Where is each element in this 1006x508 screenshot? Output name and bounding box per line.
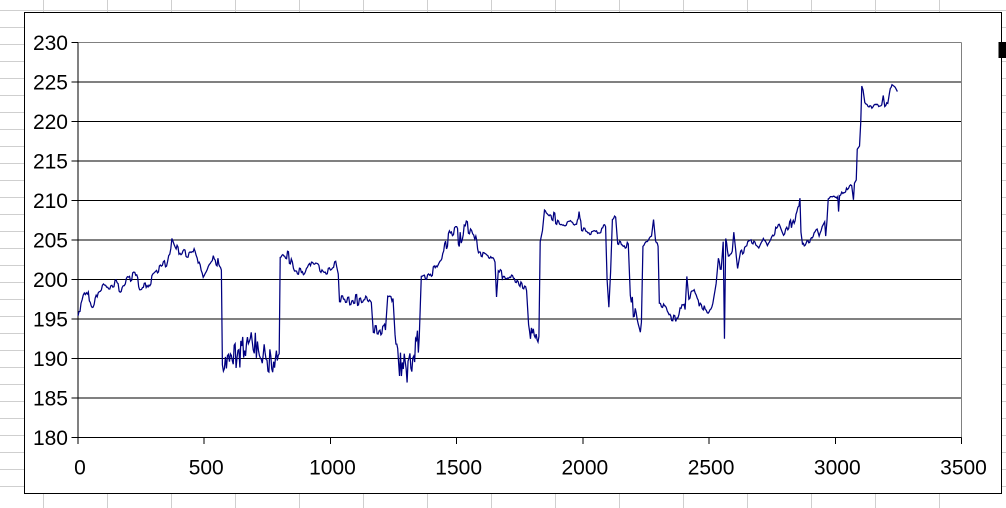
x-axis-labels: 0 500 1000 1500 2000 2500 3000 3500	[74, 457, 987, 480]
y-axis-labels: 230 225 220 215 210 205 200 195 190 185 180	[33, 32, 68, 450]
y-axis-tick-label: 205	[33, 230, 68, 253]
x-axis-tick-label: 2500	[688, 457, 735, 480]
x-axis-tick-label: 1500	[435, 457, 482, 480]
selection-handle[interactable]	[998, 42, 1006, 58]
y-axis-tick-label: 200	[33, 269, 68, 292]
series-line[interactable]	[77, 83, 898, 383]
chart-frame[interactable]	[24, 12, 1002, 494]
y-axis-tick-label: 190	[33, 348, 68, 371]
y-axis-tick-label: 185	[33, 388, 68, 411]
x-axis-tick-label: 3500	[940, 457, 987, 480]
selection-handle-rect[interactable]	[998, 42, 1006, 58]
x-axis-tick-label: 1000	[309, 457, 356, 480]
x-axis-tick-label: 0	[74, 457, 86, 480]
y-axis-tick-label: 230	[33, 32, 68, 55]
gridlines	[78, 42, 962, 399]
y-axis-tick-label: 215	[33, 151, 68, 174]
y-axis	[71, 42, 79, 438]
x-axis	[77, 437, 962, 444]
x-axis-tick-label: 3000	[814, 457, 861, 480]
series-path[interactable]	[77, 83, 898, 383]
y-axis-tick-label: 195	[33, 309, 68, 332]
x-axis-tick-label: 500	[189, 457, 224, 480]
y-axis-tick-label: 210	[33, 190, 68, 213]
x-axis-tick-label: 2000	[561, 457, 608, 480]
y-axis-tick-label: 180	[33, 427, 68, 450]
y-axis-tick-label: 225	[33, 72, 68, 95]
y-axis-tick-label: 220	[33, 111, 68, 134]
chart-object[interactable]	[24, 12, 1002, 494]
